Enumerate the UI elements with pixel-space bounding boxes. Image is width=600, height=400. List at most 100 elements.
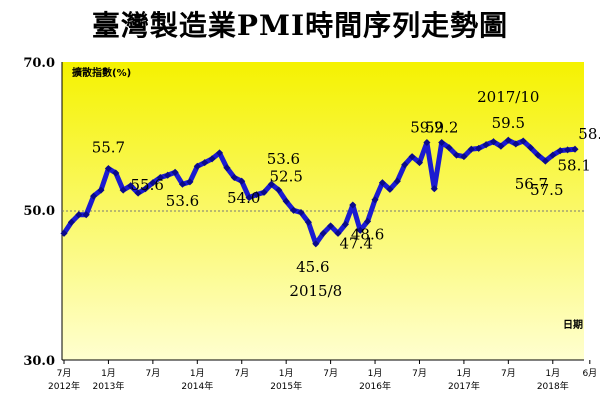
- data-point: [134, 189, 142, 197]
- data-point: [527, 144, 535, 152]
- data-point: [275, 186, 283, 194]
- data-point: [460, 153, 468, 161]
- data-point: [482, 141, 490, 149]
- data-point: [549, 151, 557, 159]
- data-point: [82, 211, 90, 219]
- data-label: 2015/8: [289, 282, 342, 300]
- data-label: 55.7: [92, 139, 125, 157]
- x-tick-label-month: 1月: [190, 368, 205, 379]
- x-tick-label-year: 2018年: [537, 380, 569, 392]
- x-tick-label-year: 2014年: [181, 380, 213, 392]
- x-tick-label-year: 2013年: [92, 380, 124, 392]
- data-point: [364, 217, 372, 225]
- data-point: [445, 144, 453, 152]
- data-point: [408, 153, 416, 161]
- data-point: [415, 159, 424, 167]
- x-tick-label-month: 1月: [279, 368, 294, 379]
- data-point: [75, 211, 83, 219]
- data-annotations: 55.755.653.6 54.053.652.545.62015/847.448…: [92, 88, 600, 300]
- x-tick-label-month: 7月: [146, 368, 161, 379]
- x-tick-label-month: 1月: [545, 368, 560, 379]
- data-point: [349, 201, 357, 209]
- data-point: [467, 145, 475, 153]
- data-label: 48.6: [351, 225, 384, 243]
- data-point: [438, 138, 446, 147]
- data-label: 52.5: [269, 167, 302, 185]
- data-point: [290, 206, 298, 214]
- data-point: [119, 186, 127, 194]
- data-point: [215, 149, 224, 157]
- data-point: [208, 155, 216, 163]
- x-tick-label-year: 2017年: [448, 380, 480, 392]
- data-point: [378, 179, 386, 187]
- data-point: [371, 196, 379, 204]
- data-point: [282, 197, 290, 205]
- pmi-series-markers: [60, 136, 579, 248]
- data-point: [253, 191, 261, 199]
- data-point: [475, 144, 483, 152]
- data-label: 59.2: [410, 119, 443, 137]
- x-tick-label-month: 7月: [57, 368, 72, 379]
- data-point: [556, 147, 564, 155]
- data-point: [245, 194, 253, 202]
- data-point: [489, 138, 498, 146]
- data-point: [423, 138, 431, 147]
- data-label: 53.6: [166, 192, 199, 210]
- data-label: 58.3: [578, 125, 600, 143]
- data-point: [512, 140, 520, 148]
- data-point: [327, 222, 335, 230]
- data-label: 56.7: [515, 175, 548, 193]
- data-point: [112, 169, 120, 177]
- data-point: [193, 162, 201, 170]
- x-tick-label-month: 1月: [457, 368, 472, 379]
- data-label: 55.6: [130, 176, 163, 194]
- data-point: [171, 168, 179, 176]
- y-axis-label: 擴散指數(%): [72, 66, 131, 79]
- data-point: [304, 218, 312, 226]
- data-point: [519, 137, 527, 145]
- data-point: [452, 151, 461, 159]
- data-point: [356, 226, 364, 234]
- x-axis-label: 日期: [563, 318, 583, 331]
- data-point: [393, 177, 401, 185]
- data-point: [297, 208, 305, 217]
- data-point: [334, 229, 342, 237]
- data-point: [178, 180, 187, 188]
- x-axis-ticks: [63, 360, 591, 364]
- data-point: [90, 192, 98, 200]
- data-point: [260, 188, 268, 196]
- data-point: [319, 229, 327, 237]
- data-label: 2017/10: [477, 88, 539, 106]
- data-point: [341, 220, 349, 228]
- x-tick-label-month: 7月: [412, 368, 427, 379]
- data-label: 58.1: [557, 157, 590, 175]
- data-point: [267, 180, 275, 188]
- x-tick-label-month: 7月: [323, 368, 338, 379]
- x-tick-label-month: 7月: [501, 368, 516, 379]
- x-tick-label-year: 2015年: [270, 380, 302, 392]
- chart-title: 臺灣製造業PMI時間序列走勢圖: [91, 9, 509, 42]
- data-label: 53.6: [267, 150, 300, 168]
- data-point: [564, 146, 572, 154]
- data-point: [223, 164, 231, 172]
- data-point: [238, 177, 246, 185]
- data-point: [104, 164, 112, 173]
- data-point: [571, 145, 579, 153]
- y-tick-label-70: 70.0: [23, 56, 55, 71]
- data-point: [386, 185, 394, 193]
- data-point: [186, 178, 194, 186]
- data-label: 47.4: [339, 234, 372, 252]
- x-tick-label-year: 2016年: [359, 380, 391, 392]
- data-point: [504, 136, 512, 144]
- x-tick-label-month: 6月: [582, 368, 597, 379]
- x-tick-label-month: 7月: [234, 368, 249, 379]
- data-label: 59.5: [492, 114, 525, 132]
- data-point: [201, 159, 209, 167]
- data-point: [60, 229, 68, 237]
- data-point: [401, 161, 409, 169]
- data-point: [164, 171, 172, 179]
- data-point: [141, 185, 150, 193]
- data-point: [127, 182, 135, 190]
